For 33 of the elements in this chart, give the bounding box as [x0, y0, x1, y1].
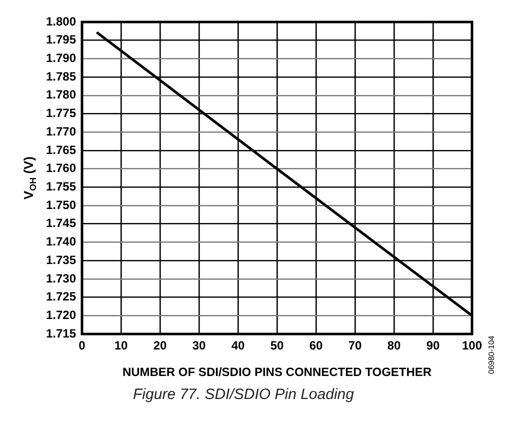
x-tick-label: 0 — [78, 338, 86, 353]
y-tick-label: 1.765 — [46, 142, 76, 157]
x-axis-title: NUMBER OF SDI/SDIO PINS CONNECTED TOGETHER — [122, 365, 432, 380]
y-tick-label: 1.745 — [46, 216, 76, 230]
x-tick-label: 40 — [231, 338, 245, 353]
y-tick-label: 1.755 — [46, 179, 76, 194]
text: 06980-104 — [487, 336, 496, 374]
x-tick-label: 80 — [387, 338, 401, 353]
y-tick-label: 1.735 — [46, 252, 76, 267]
x-tick-label: 100 — [462, 338, 482, 353]
x-tick-label: 70 — [348, 338, 362, 353]
y-tick-label: 1.720 — [46, 308, 76, 322]
x-tick-label: 60 — [309, 338, 323, 353]
y-tick-label: 1.740 — [46, 234, 76, 249]
y-tick-label: 1.770 — [46, 124, 76, 138]
y-tick-label: 1.750 — [46, 198, 76, 212]
y-axis-title: VOH (V) — [21, 156, 38, 200]
x-tick-label: 30 — [192, 338, 206, 353]
x-tick-label: 20 — [153, 338, 167, 353]
y-tick-label: 1.775 — [46, 106, 76, 120]
y-tick-label: 1.785 — [46, 69, 76, 84]
y-tick-label: 1.760 — [46, 161, 76, 176]
y-tick-label: 1.800 — [46, 14, 76, 28]
y-tick-label: 1.790 — [46, 51, 76, 66]
x-tick-label: 10 — [114, 338, 128, 353]
y-tick-label: 1.730 — [46, 271, 76, 286]
y-tick-label: 1.725 — [46, 290, 76, 304]
caption: Figure 77. SDI/SDIO Pin Loading — [133, 386, 354, 403]
x-tick-label: 90 — [426, 338, 440, 353]
y-tick-label: 1.795 — [46, 32, 76, 47]
y-tick-label: 1.780 — [46, 88, 76, 102]
x-tick-label: 50 — [270, 338, 284, 353]
y-tick-label: 1.715 — [46, 326, 76, 340]
